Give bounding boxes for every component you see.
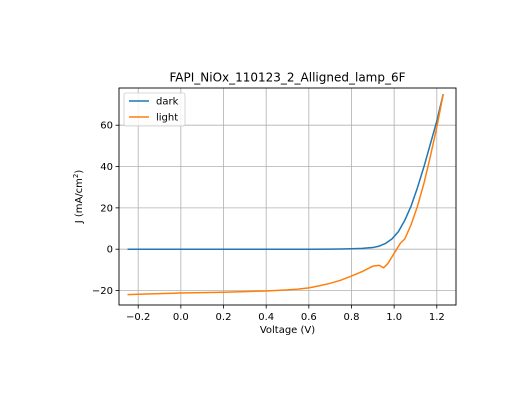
axes-frame bbox=[118, 87, 457, 306]
y-axis: −20 0 20 40 60 bbox=[92, 121, 119, 297]
x-tick-label: 0.2 bbox=[216, 312, 232, 323]
x-axis: −0.2 0.0 0.2 0.4 0.6 0.8 1.0 1.2 bbox=[126, 305, 445, 323]
y-axis-label-close: ) bbox=[74, 170, 85, 174]
plot-area bbox=[127, 94, 444, 296]
y-tick-label: 0 bbox=[107, 245, 113, 256]
x-tick-label: 1.2 bbox=[429, 312, 445, 323]
y-tick-label: −20 bbox=[92, 286, 113, 297]
y-tick-label: 40 bbox=[100, 162, 113, 173]
x-tick-label: 1.0 bbox=[386, 312, 402, 323]
legend-label-dark: dark bbox=[156, 97, 179, 108]
chart-title: FAPI_NiOx_110123_2_Alligned_lamp_6F bbox=[169, 71, 405, 85]
y-axis-label-main: J (mA/cm bbox=[74, 178, 85, 224]
x-tick-label: 0.0 bbox=[173, 312, 189, 323]
legend-label-light: light bbox=[156, 113, 178, 124]
x-tick-label: −0.2 bbox=[126, 312, 150, 323]
legend: dark light bbox=[123, 92, 186, 127]
x-axis-label: Voltage (V) bbox=[260, 325, 315, 336]
y-tick-label: 60 bbox=[100, 121, 113, 132]
y-axis-label: J (mA/cm2) bbox=[72, 170, 85, 225]
series-line-dark bbox=[127, 94, 444, 250]
y-axis-label-superscript: 2 bbox=[72, 174, 80, 178]
x-tick-label: 0.6 bbox=[301, 312, 317, 323]
x-tick-label: 0.8 bbox=[344, 312, 360, 323]
series-line-light bbox=[127, 94, 444, 296]
x-tick-label: 0.4 bbox=[258, 312, 274, 323]
y-tick-label: 20 bbox=[100, 203, 113, 214]
